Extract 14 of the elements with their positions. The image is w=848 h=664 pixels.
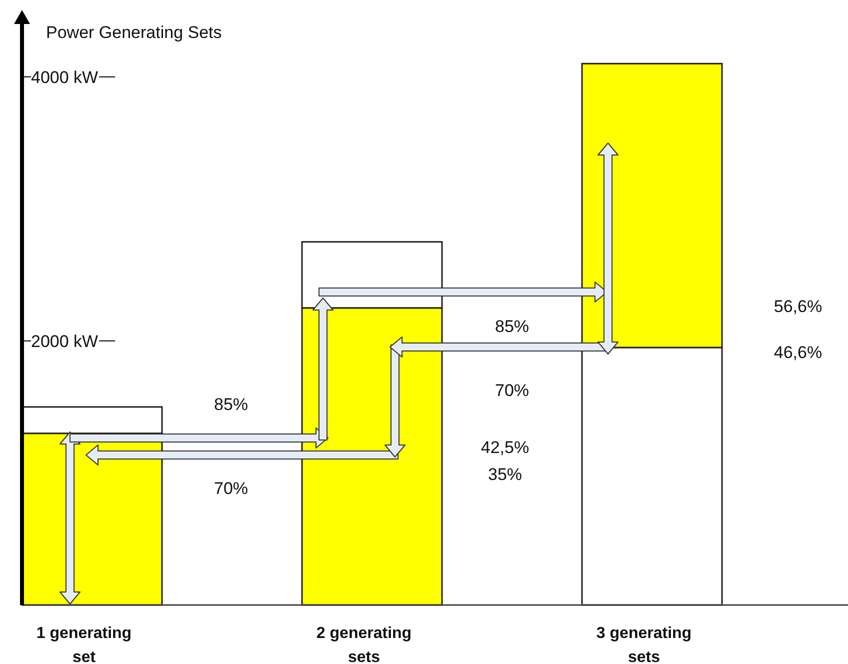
annotation: 46,6% [774,343,822,362]
annotation: 35% [488,465,522,484]
y-axis-title: Power Generating Sets [46,23,222,42]
annotation: 85% [494,317,530,336]
y-tick-label: 2000 kW [31,332,98,351]
x-tick-label: 1 generating set [36,625,132,664]
x-tick-label: 3 generating sets [596,625,692,664]
annotation: 56,6% [774,297,822,316]
annotation: 70% [494,381,530,400]
y-tick-label: 4000 kW [31,68,98,87]
x-tick-label: 2 generating sets [316,625,412,664]
annotation: 42,5% [480,438,530,457]
annotation: 70% [214,479,248,498]
annotation: 85% [214,395,248,414]
